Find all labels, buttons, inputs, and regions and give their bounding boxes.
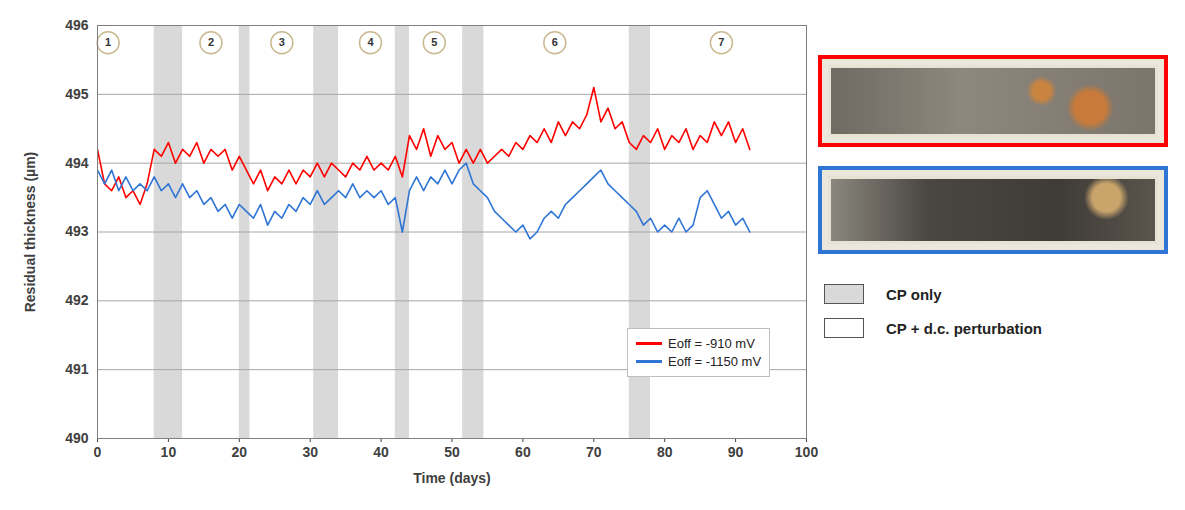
svg-text:6: 6: [552, 36, 558, 48]
svg-text:10: 10: [161, 444, 177, 460]
svg-text:1: 1: [105, 36, 111, 48]
svg-text:20: 20: [232, 444, 248, 460]
svg-text:491: 491: [65, 361, 89, 377]
html-text:CP + d.c. perturbation: CP + d.c. perturbation: [886, 319, 1042, 337]
svg-text:70: 70: [586, 444, 602, 460]
svg-text:495: 495: [65, 86, 89, 102]
svg-text:4: 4: [367, 36, 374, 48]
svg-text:5: 5: [431, 36, 437, 48]
svg-text:7: 7: [718, 36, 724, 48]
svg-text:50: 50: [444, 444, 460, 460]
svg-text:Residual thickness (µm): Residual thickness (µm): [22, 152, 38, 313]
svg-text:100: 100: [795, 444, 818, 460]
html-text:Eoff = -1150 mV: Eoff = -1150 mV: [668, 354, 762, 369]
html-text:CP only: CP only: [886, 285, 942, 303]
svg-text:30: 30: [302, 444, 318, 460]
html-text:Eoff = -910 mV: Eoff = -910 mV: [668, 336, 755, 351]
svg-text:490: 490: [65, 430, 89, 446]
svg-text:Time (days): Time (days): [413, 470, 491, 486]
svg-text:0: 0: [94, 444, 102, 460]
svg-text:40: 40: [373, 444, 389, 460]
svg-text:90: 90: [728, 444, 744, 460]
svg-text:492: 492: [65, 292, 89, 308]
svg-text:80: 80: [657, 444, 673, 460]
svg-text:2: 2: [208, 36, 214, 48]
svg-text:60: 60: [515, 444, 531, 460]
svg-text:493: 493: [65, 223, 89, 239]
svg-text:496: 496: [65, 17, 89, 33]
svg-text:3: 3: [279, 36, 285, 48]
svg-text:494: 494: [65, 155, 89, 171]
